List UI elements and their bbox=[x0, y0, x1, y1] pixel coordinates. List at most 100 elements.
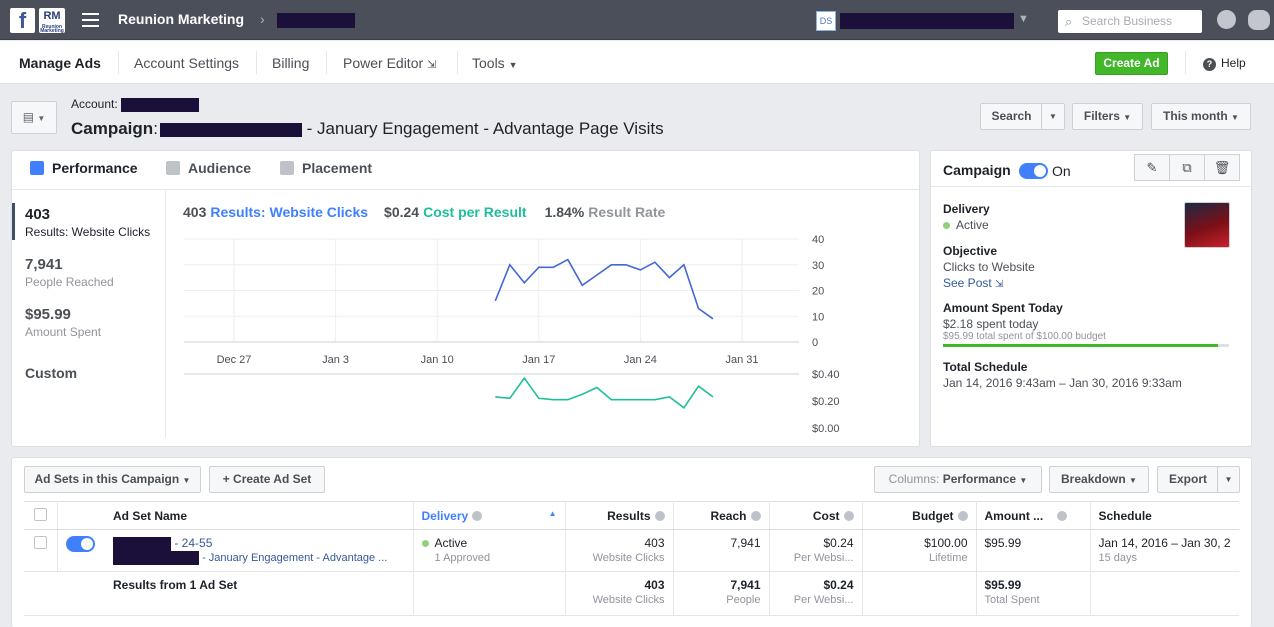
col-budget-label: Budget bbox=[912, 508, 954, 523]
summary-budget-cell bbox=[862, 571, 977, 616]
globe-notifications-icon[interactable] bbox=[1217, 10, 1236, 29]
caret-down-icon: ▼ bbox=[1019, 476, 1028, 485]
sort-ascending-icon: ▲ bbox=[548, 508, 557, 518]
date-range-button[interactable]: This month ▼ bbox=[1151, 103, 1251, 130]
nav-manage-ads[interactable]: Manage Ads bbox=[19, 55, 101, 71]
filters-button[interactable]: Filters ▼ bbox=[1072, 103, 1143, 130]
col-ad-set-name[interactable]: Ad Set Name bbox=[105, 501, 414, 530]
create-ad-set-button[interactable]: + Create Ad Set bbox=[209, 466, 325, 493]
col-delivery[interactable]: Delivery ▲ bbox=[413, 501, 566, 530]
nav-tools-label: Tools bbox=[472, 55, 505, 71]
spent-today-label: Amount Spent Today bbox=[943, 301, 1063, 315]
search-dropdown-button[interactable]: ▼ bbox=[1041, 103, 1065, 130]
delete-trash-icon[interactable]: 🗑 bbox=[1204, 154, 1240, 181]
nav-power-editor[interactable]: Power Editor ⇲ bbox=[343, 55, 436, 71]
stat-results[interactable]: 403 Results: Website Clicks bbox=[25, 206, 150, 239]
redacted-account-name bbox=[277, 13, 355, 28]
row-results-sub: Website Clicks bbox=[592, 552, 665, 564]
campaign-panel-title: Campaign bbox=[943, 162, 1011, 178]
select-all-checkbox[interactable] bbox=[33, 507, 47, 521]
delivery-cell: Active 1 Approved bbox=[413, 529, 566, 572]
nav-power-editor-label: Power Editor bbox=[343, 55, 424, 71]
objective-label: Objective bbox=[943, 244, 998, 258]
col-reach-label: Reach bbox=[710, 508, 747, 523]
legend-cost-label[interactable]: Cost per Result bbox=[423, 204, 527, 220]
performance-tabs: Performance Audience Placement bbox=[12, 151, 919, 190]
row-schedule-value: Jan 14, 2016 – Jan 30, 2 bbox=[1098, 536, 1231, 550]
legend-results-label[interactable]: Results: Website Clicks bbox=[210, 204, 369, 220]
stat-spent-value: $95.99 bbox=[25, 306, 71, 323]
export-button[interactable]: Export bbox=[1157, 466, 1219, 493]
business-logo-subtext: Reunion Marketing bbox=[40, 24, 64, 34]
external-link-icon: ⇲ bbox=[995, 279, 1004, 290]
ad-set-name-link[interactable]: - 24-55 bbox=[174, 536, 213, 550]
breakdown-button[interactable]: Breakdown ▼ bbox=[1049, 466, 1149, 493]
facebook-logo-icon[interactable]: f bbox=[10, 8, 35, 33]
nav-account-settings[interactable]: Account Settings bbox=[134, 55, 240, 71]
row-checkbox[interactable] bbox=[33, 536, 47, 549]
schedule-info: Total Schedule Jan 14, 2016 9:43am – Jan … bbox=[943, 360, 1182, 390]
spent-today-value: $2.18 spent today bbox=[943, 317, 1039, 331]
nav-tools[interactable]: Tools ▼ bbox=[472, 55, 518, 71]
date-range-label: This month bbox=[1163, 109, 1228, 123]
hamburger-menu-icon[interactable] bbox=[82, 13, 99, 27]
ad-sets-scope-button[interactable]: Ad Sets in this Campaign ▼ bbox=[24, 466, 201, 493]
owl-icon[interactable] bbox=[1248, 10, 1270, 30]
tab-placement[interactable]: Placement bbox=[280, 160, 372, 176]
col-cost-label: Cost bbox=[812, 508, 840, 523]
ad-thumbnail-image[interactable] bbox=[1184, 202, 1230, 248]
stat-reach[interactable]: 7,941 People Reached bbox=[25, 256, 114, 289]
col-amount-spent[interactable]: Amount ... bbox=[976, 501, 1091, 530]
ad-set-campaign-link[interactable]: - January Engagement - Advantage ... bbox=[202, 551, 388, 564]
stat-custom[interactable]: Custom bbox=[25, 365, 77, 381]
business-logo[interactable]: RM Reunion Marketing bbox=[39, 8, 65, 34]
summary-amount-value: $95.99 bbox=[984, 577, 1022, 592]
col-schedule[interactable]: Schedule bbox=[1090, 501, 1239, 530]
chevron-down-icon[interactable]: ▼ bbox=[1018, 13, 1029, 25]
create-ad-button[interactable]: Create Ad bbox=[1095, 52, 1168, 75]
caret-down-icon: ▼ bbox=[1129, 476, 1137, 485]
redacted-campaign-name bbox=[113, 550, 199, 565]
stat-spent[interactable]: $95.99 Amount Spent bbox=[25, 306, 101, 339]
ad-set-status-toggle[interactable] bbox=[65, 536, 95, 552]
info-icon[interactable] bbox=[957, 510, 968, 521]
panel-divider bbox=[931, 186, 1251, 187]
export-dropdown-button[interactable]: ▼ bbox=[1217, 466, 1240, 493]
caret-down-icon: ▼ bbox=[182, 476, 191, 485]
summary-delivery-cell bbox=[413, 571, 566, 616]
col-cost[interactable]: Cost bbox=[769, 501, 863, 530]
search-business-input[interactable]: ⌕ Search Business bbox=[1058, 10, 1202, 33]
col-results[interactable]: Results bbox=[565, 501, 674, 530]
business-name[interactable]: Reunion Marketing bbox=[118, 11, 245, 27]
people-icon bbox=[166, 161, 180, 175]
columns-button[interactable]: Columns: Performance ▼ bbox=[874, 466, 1042, 493]
search-button[interactable]: Search bbox=[980, 103, 1043, 130]
active-status-dot bbox=[421, 540, 429, 547]
info-icon[interactable] bbox=[654, 510, 665, 521]
col-reach[interactable]: Reach bbox=[673, 501, 770, 530]
view-selector-button[interactable]: ▤ ▼ bbox=[11, 101, 57, 134]
help-button[interactable]: ? Help bbox=[1203, 56, 1246, 71]
tab-audience[interactable]: Audience bbox=[166, 160, 251, 176]
account-avatar[interactable]: DS bbox=[816, 11, 836, 31]
redacted-ad-account[interactable] bbox=[840, 13, 1014, 29]
filters-label: Filters bbox=[1083, 109, 1120, 123]
info-icon[interactable] bbox=[1057, 510, 1068, 521]
duplicate-icon[interactable]: ⧉ bbox=[1169, 154, 1205, 181]
help-icon: ? bbox=[1203, 58, 1216, 71]
campaign-status-toggle[interactable] bbox=[1019, 163, 1048, 179]
nav-billing[interactable]: Billing bbox=[272, 55, 310, 71]
ad-set-name-cell[interactable]: - 24-55 - January Engagement - Advantage… bbox=[105, 529, 414, 572]
col-budget[interactable]: Budget bbox=[862, 501, 977, 530]
edit-pencil-icon[interactable]: ✎ bbox=[1134, 154, 1170, 181]
col-delivery-label: Delivery bbox=[421, 508, 469, 523]
legend-rate-label[interactable]: Result Rate bbox=[588, 204, 666, 220]
see-post-link[interactable]: See Post bbox=[943, 276, 992, 290]
redacted-campaign-name bbox=[159, 122, 302, 137]
summary-reach-sub: People bbox=[726, 593, 761, 606]
tab-performance[interactable]: Performance bbox=[30, 160, 138, 176]
info-icon[interactable] bbox=[472, 510, 483, 521]
info-icon[interactable] bbox=[843, 510, 854, 521]
info-icon[interactable] bbox=[750, 510, 761, 521]
table-row[interactable]: - 24-55 - January Engagement - Advantage… bbox=[24, 529, 1239, 572]
